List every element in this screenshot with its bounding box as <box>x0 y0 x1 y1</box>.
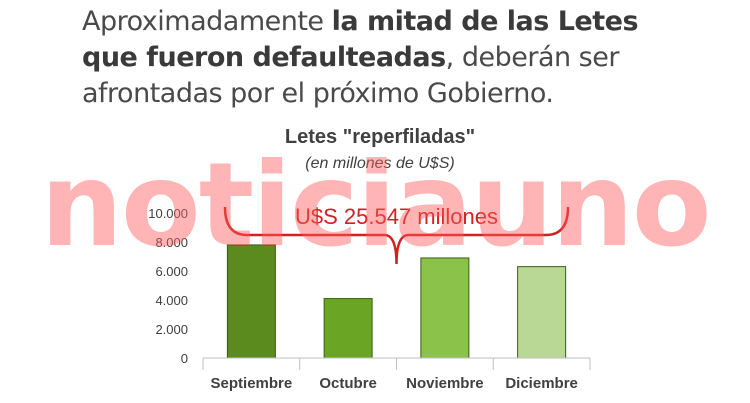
annotation-total: U$S 25.547 millones <box>295 204 498 229</box>
chart-title: Letes "reperfiladas" <box>284 126 476 148</box>
annotation-brace <box>223 206 570 265</box>
y-tick-label: 10.000 <box>148 206 188 221</box>
bar-diciembre <box>517 266 567 359</box>
y-tick-label: 6.000 <box>155 264 188 279</box>
x-tick-label: Septiembre <box>211 375 293 392</box>
y-tick-label: 2.000 <box>155 322 188 337</box>
x-tick-label: Octubre <box>319 375 377 392</box>
headline-emphasis: la mitad de las Letes que fueron default… <box>82 6 639 73</box>
chart-subtitle: (en millones de U$S) <box>305 155 455 172</box>
headline-text-end: , deberán ser afrontadas por el próximo … <box>82 42 619 109</box>
x-tick-label: Diciembre <box>505 375 578 392</box>
bar-noviembre <box>420 257 470 359</box>
y-tick-label: 4.000 <box>155 293 188 308</box>
bar-octubre <box>323 298 373 359</box>
bar-septiembre <box>226 244 276 359</box>
y-tick-label: 0 <box>181 351 188 366</box>
y-tick-label: 8.000 <box>155 235 188 250</box>
headline: Aproximadamente la mitad de las Letes qu… <box>82 4 682 112</box>
x-tick-label: Noviembre <box>406 375 484 392</box>
headline-text-start: Aproximadamente <box>82 6 332 37</box>
